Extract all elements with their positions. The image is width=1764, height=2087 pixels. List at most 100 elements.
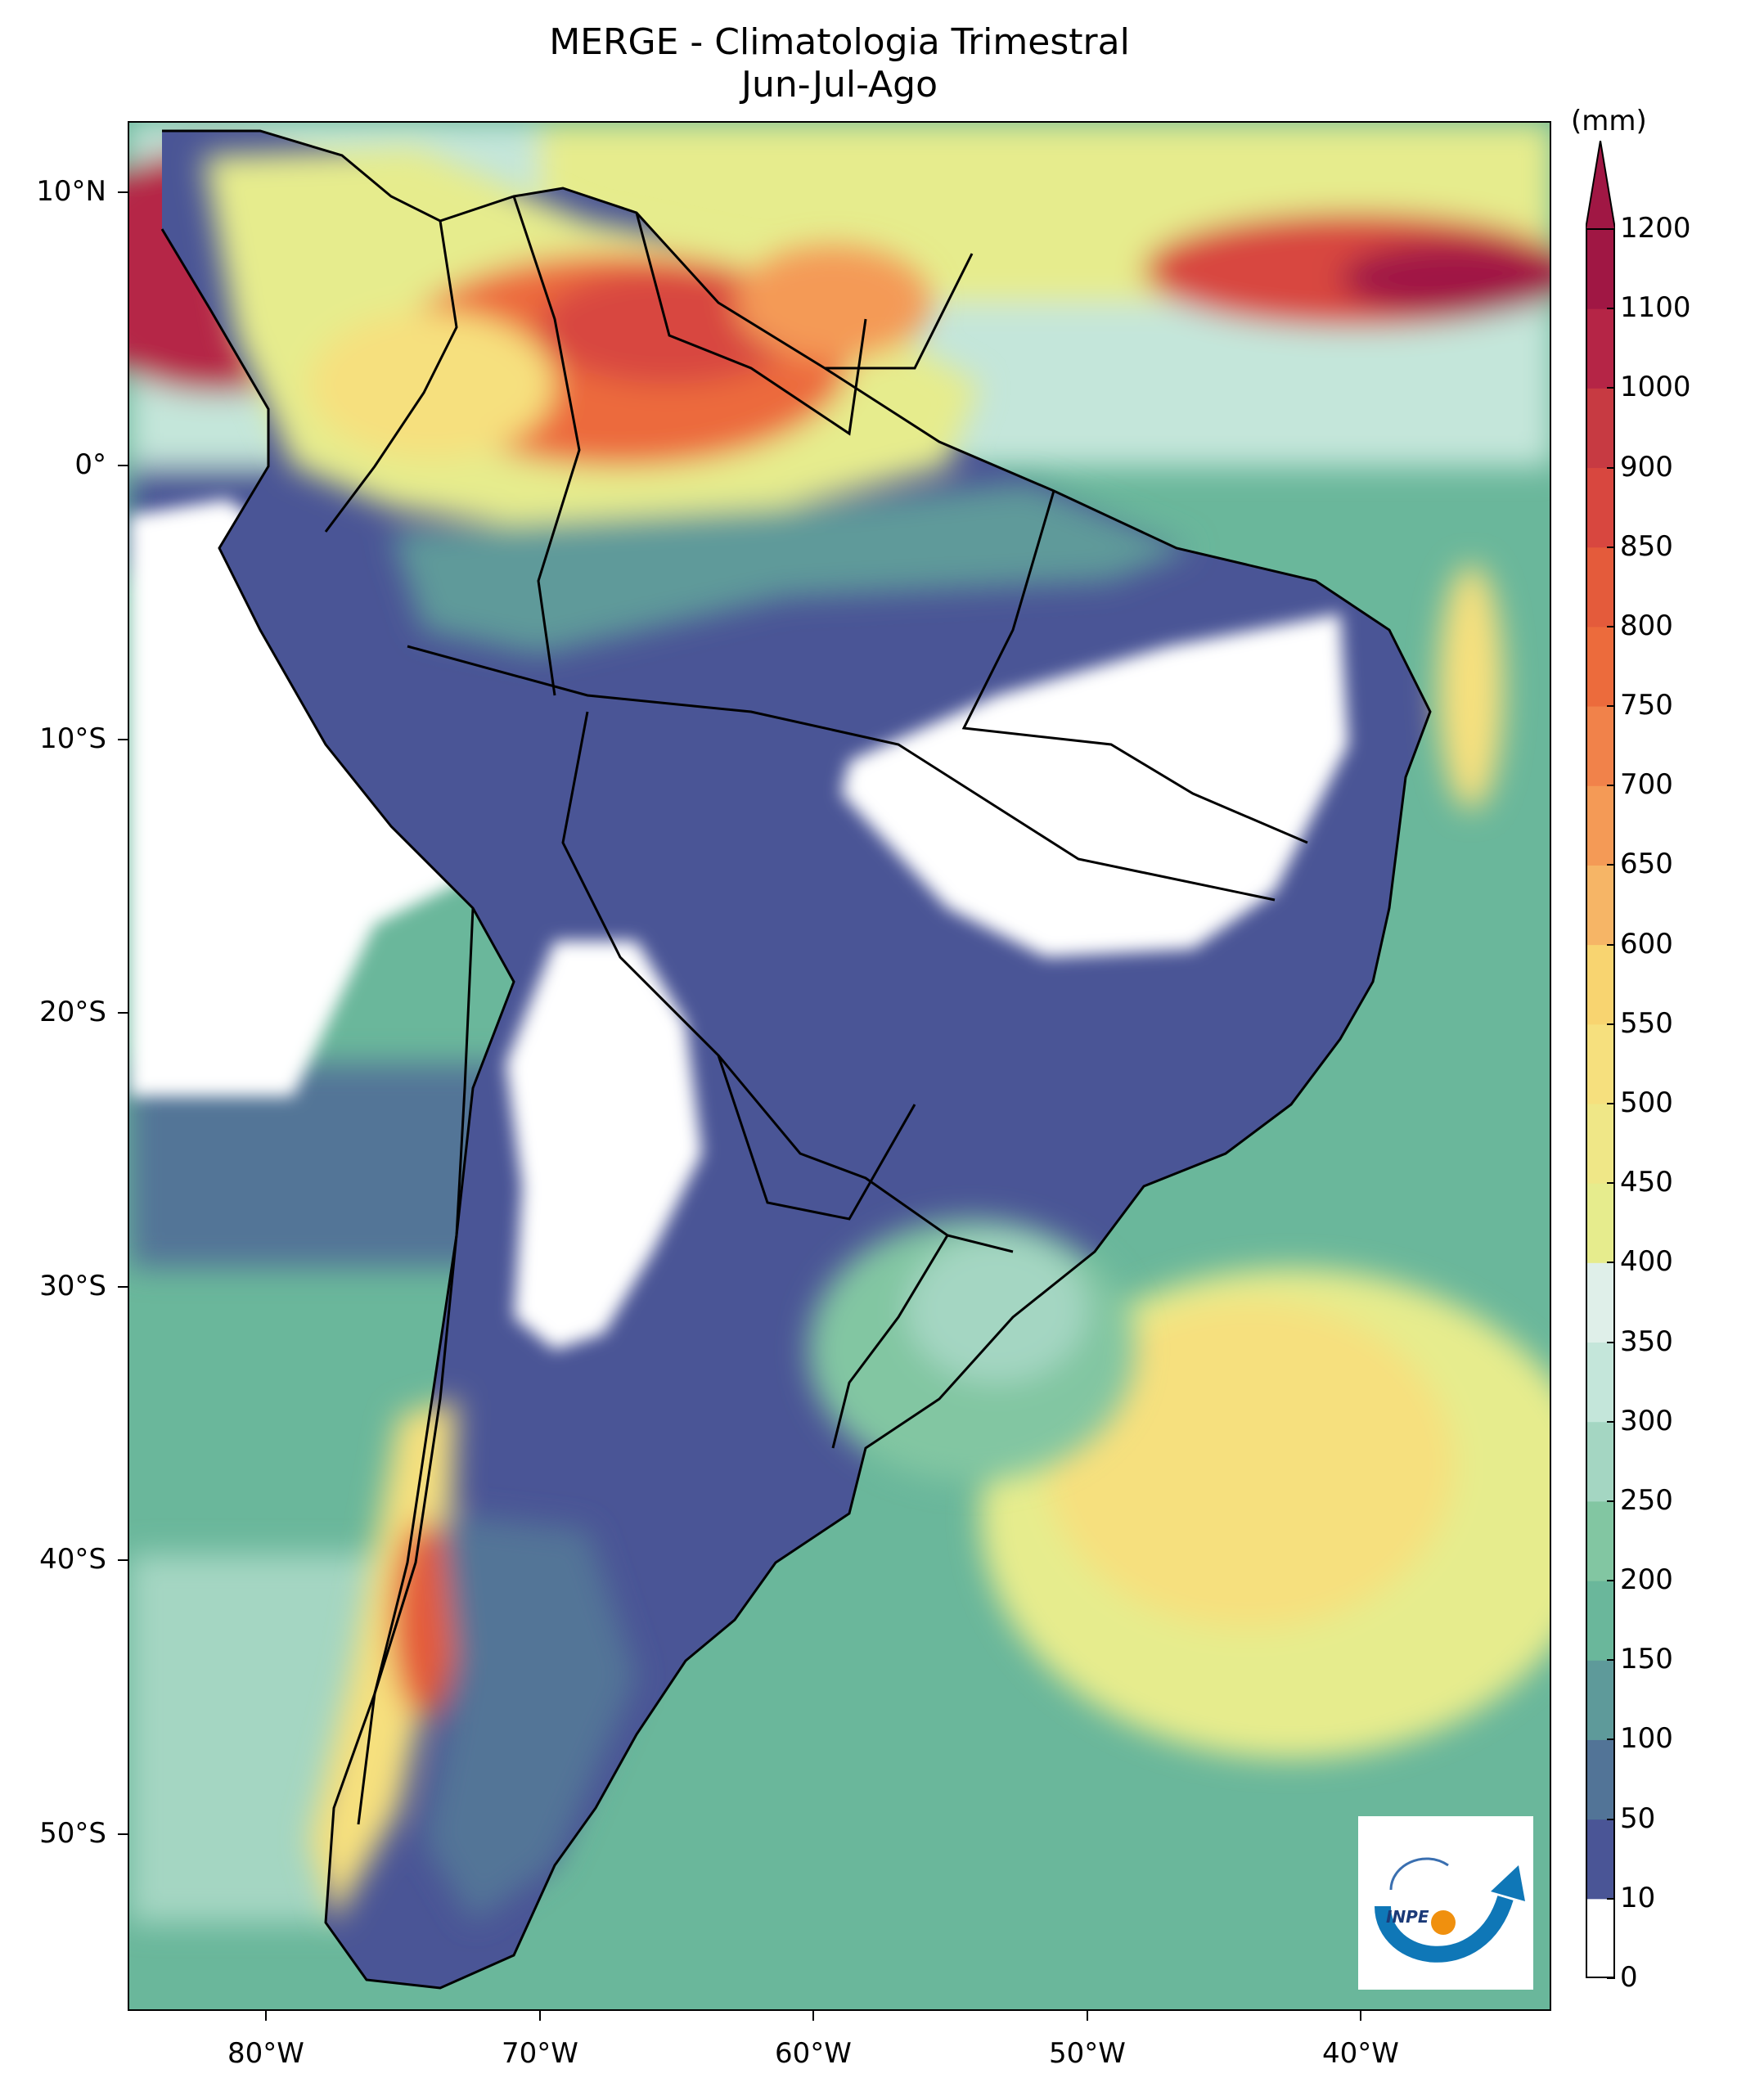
x-tick-mark (539, 2011, 541, 2021)
svg-text:INPE: INPE (1386, 1907, 1429, 1927)
border-chile-argentina (357, 907, 475, 1825)
land-colombia (309, 311, 555, 458)
colorbar-tick (1607, 1659, 1615, 1662)
land-chile-core (391, 1522, 457, 1718)
colorbar-tick (1607, 705, 1615, 708)
land-altiplano-dry (506, 941, 702, 1350)
y-tick-label: 0° (74, 448, 106, 481)
colorbar-tick-label: 250 (1620, 1483, 1673, 1517)
colorbar-tick-label: 200 (1620, 1563, 1673, 1597)
colorbar-tick-label: 50 (1620, 1801, 1656, 1835)
colorbar-tick-label: 450 (1620, 1166, 1673, 1199)
colorbar-tick (1607, 625, 1615, 627)
colorbar-tick (1607, 1341, 1615, 1343)
colorbar-tick-label: 600 (1620, 927, 1673, 960)
colorbar-bin (1586, 1104, 1615, 1184)
land-south-brazil-core (907, 1235, 1087, 1383)
y-tick-label: 30°S (39, 1270, 106, 1302)
coastline (160, 129, 1432, 1990)
field-atlantic-core (1046, 1301, 1455, 1628)
colorbar-tick-label: 550 (1620, 1006, 1673, 1040)
colorbar-bin (1586, 1739, 1615, 1820)
colorbar-bin (1586, 1421, 1615, 1502)
colorbar-tick (1607, 1262, 1615, 1264)
colorbar-tick-label: 300 (1620, 1404, 1673, 1437)
x-tick-label: 80°W (227, 2037, 304, 2070)
y-tick-label: 20°S (39, 996, 106, 1028)
colorbar-bin (1586, 1342, 1615, 1423)
colorbar-tick (1607, 1818, 1615, 1820)
colorbar-tick-label: 850 (1620, 529, 1673, 563)
colorbar-tick (1607, 1580, 1615, 1582)
colorbar-bin (1586, 626, 1615, 707)
colorbar-bin (1586, 308, 1615, 389)
y-tick-mark (118, 1012, 128, 1014)
y-tick-label: 50°S (39, 1817, 106, 1850)
colorbar-bin (1586, 1262, 1615, 1343)
colorbar-bin (1586, 1581, 1615, 1661)
colorbar-bin (1586, 706, 1615, 786)
colorbar-tick (1607, 308, 1615, 310)
chart-subtitle: Jun-Jul-Ago (740, 64, 938, 106)
land-transition (391, 483, 1193, 654)
border-venezuela-brazil (635, 212, 867, 436)
colorbar-bin (1586, 229, 1615, 309)
border-colombia-ecuador (324, 220, 458, 533)
colorbar-tick (1607, 1420, 1615, 1423)
colorbar-tick-label: 150 (1620, 1643, 1673, 1676)
y-tick-label: 10°S (39, 722, 106, 755)
land-patagonia (424, 1514, 637, 1923)
colorbar-tick (1607, 1738, 1615, 1741)
colorbar (1586, 141, 1615, 1978)
border-guianas (825, 253, 974, 370)
colorbar-bin (1586, 467, 1615, 548)
y-tick-mark (118, 1286, 128, 1288)
colorbar-tick-label: 10 (1620, 1881, 1656, 1914)
inpe-logo: INPE (1358, 1816, 1533, 1990)
colorbar-tick-label: 100 (1620, 1722, 1673, 1756)
y-tick-mark (118, 191, 128, 193)
colorbar-bin (1586, 1500, 1615, 1581)
x-tick-label: 60°W (775, 2037, 852, 2070)
colorbar-bin (1586, 1183, 1615, 1263)
x-tick-mark (265, 2011, 267, 2021)
map-canvas (129, 123, 1550, 2009)
colorbar-tick-label: 750 (1620, 689, 1673, 722)
land-dry-interior (841, 614, 1348, 957)
y-tick-mark (118, 1559, 128, 1561)
x-tick-label: 70°W (502, 2037, 578, 2070)
colorbar-bin (1586, 865, 1615, 946)
y-tick-mark (118, 739, 128, 740)
colorbar-tick (1607, 387, 1615, 389)
x-tick-mark (1360, 2011, 1361, 2021)
colorbar-unit: (mm) (1571, 105, 1647, 137)
colorbar-tick-label: 500 (1620, 1086, 1673, 1119)
x-tick-label: 40°W (1322, 2037, 1399, 2070)
borders (160, 129, 1432, 1990)
chart-title: MERGE - Climatologia Trimestral (549, 21, 1130, 63)
colorbar-tick (1607, 1023, 1615, 1025)
colorbar-tick (1607, 1182, 1615, 1185)
colorbar-bin (1586, 1660, 1615, 1740)
y-tick-label: 40°S (39, 1543, 106, 1576)
border-brazil-states (961, 490, 1308, 844)
colorbar-tick (1607, 943, 1615, 946)
colorbar-tick-label: 1000 (1620, 371, 1691, 404)
colorbar-extend-arrow (1586, 141, 1615, 230)
colorbar-tick-label: 400 (1620, 1245, 1673, 1279)
colorbar-tick-label: 350 (1620, 1325, 1673, 1358)
border-colombia-brazil (512, 196, 581, 696)
x-tick-mark (812, 2011, 814, 2021)
colorbar-tick-label: 1100 (1620, 291, 1691, 325)
colorbar-tick-label: 0 (1620, 1961, 1638, 1994)
colorbar-bin (1586, 388, 1615, 469)
land-guiana (735, 245, 931, 360)
colorbar-bin (1586, 1819, 1615, 1900)
colorbar-tick (1607, 1103, 1615, 1104)
land-ne-coast (1438, 564, 1504, 810)
colorbar-bin (1586, 785, 1615, 866)
y-tick-mark (118, 465, 128, 466)
colorbar-tick-label: 800 (1620, 609, 1673, 642)
colorbar-tick (1607, 546, 1615, 548)
border-brazil-bolivia (407, 645, 1276, 902)
